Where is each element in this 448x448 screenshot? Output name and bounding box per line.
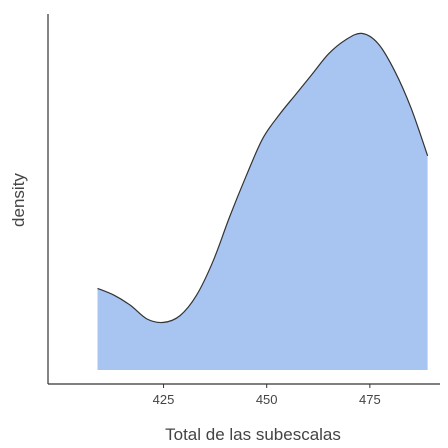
axes [47,14,440,385]
density-curve [97,32,429,324]
x-tick-label: 475 [359,392,381,407]
density-area [97,33,428,370]
plot-area [97,32,429,370]
x-tick-label: 450 [256,392,278,407]
x-axis-title: Total de las subescalas [165,425,341,444]
x-axis-ticks: 425 450 475 [153,384,381,407]
x-tick-label: 425 [153,392,175,407]
y-axis-title: density [9,173,28,227]
